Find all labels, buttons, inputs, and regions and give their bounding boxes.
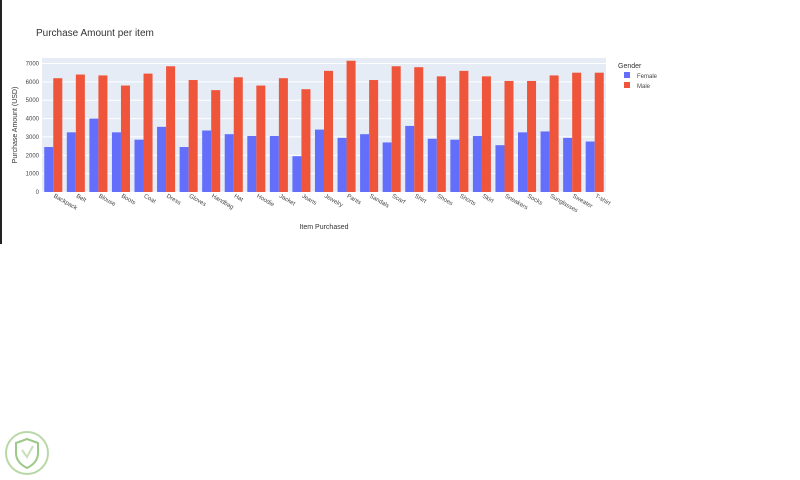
x-tick-label: Jewelry	[323, 194, 344, 209]
bar-male-sweater	[572, 72, 582, 192]
bar-male-boots	[120, 85, 130, 192]
bar-male-sneakers	[504, 80, 514, 192]
left-border-line	[0, 0, 2, 244]
x-tick-label: Gloves	[188, 194, 207, 209]
bar-female-jacket	[269, 136, 279, 192]
bar-female-sweater	[563, 137, 573, 192]
bar-male-shirt	[414, 67, 424, 192]
x-tick-label: Skirt	[481, 194, 495, 205]
bar-female-jeans	[292, 156, 302, 192]
bar-male-socks	[527, 80, 537, 192]
bar-male-gloves	[188, 80, 198, 192]
x-tick-label: Shorts	[458, 194, 476, 208]
x-tick-label: Sneakers	[503, 194, 528, 212]
bar-male-scarf	[391, 66, 401, 192]
bar-female-handbag	[202, 130, 212, 192]
bar-female-boots	[111, 132, 121, 192]
bar-female-jewelry	[314, 129, 324, 192]
bar-male-t-shirt	[594, 72, 604, 192]
y-tick-label: 7000	[26, 62, 40, 68]
bar-male-sandals	[369, 80, 379, 192]
bar-female-coat	[134, 139, 144, 192]
bar-female-gloves	[179, 147, 189, 192]
bar-female-blouse	[89, 118, 99, 192]
bar-female-pants	[337, 137, 347, 192]
bar-female-hat	[224, 134, 234, 192]
y-tick-label: 1000	[26, 172, 40, 178]
bar-male-pants	[346, 60, 356, 193]
bar-female-scarf	[382, 142, 392, 192]
bar-male-hoodie	[256, 85, 266, 192]
x-tick-label: Boots	[120, 194, 136, 207]
y-tick-label: 2000	[26, 153, 40, 159]
bar-female-t-shirt	[585, 141, 595, 192]
x-tick-label: Belt	[75, 194, 87, 205]
bar-female-backpack	[44, 147, 54, 192]
bar-female-shorts	[450, 139, 460, 192]
x-tick-label: Dress	[165, 194, 182, 207]
bar-male-blouse	[98, 75, 108, 192]
bar-female-dress	[157, 126, 167, 192]
bar-male-shorts	[459, 70, 469, 192]
legend: Gender Female Male	[618, 63, 658, 90]
bar-female-shoes	[427, 138, 437, 192]
bar-male-dress	[166, 66, 176, 192]
x-axis-label: Item Purchased	[299, 224, 348, 231]
y-tick-label: 0	[36, 190, 40, 196]
bar-female-hoodie	[247, 136, 257, 192]
bar-female-socks	[518, 132, 528, 192]
y-axis-label: Purchase Amount (USD)	[12, 87, 19, 164]
y-tick-labels: 0 1000 2000 3000 4000 5000 6000 7000	[26, 62, 40, 196]
legend-label-male: Male	[637, 84, 651, 90]
bars	[44, 60, 604, 193]
bar-male-jewelry	[324, 70, 334, 192]
bar-male-backpack	[53, 78, 63, 192]
x-tick-label: Hat	[233, 194, 244, 204]
legend-label-female: Female	[637, 74, 658, 80]
bar-female-belt	[66, 132, 76, 192]
x-tick-label: Sandals	[368, 194, 390, 210]
legend-title: Gender	[618, 63, 642, 70]
bar-male-skirt	[481, 76, 491, 192]
bar-female-sneakers	[495, 145, 505, 192]
x-tick-label: Socks	[526, 194, 543, 207]
y-tick-label: 4000	[26, 117, 40, 123]
watermark-logo	[5, 431, 49, 475]
x-tick-label: Backpack	[52, 194, 78, 213]
bar-female-sandals	[360, 134, 370, 192]
bar-male-jacket	[278, 78, 288, 192]
bar-male-sunglasses	[549, 75, 559, 192]
bar-male-hat	[233, 77, 243, 192]
legend-swatch-female	[624, 72, 630, 78]
bar-male-belt	[75, 74, 85, 192]
bar-female-shirt	[405, 125, 415, 192]
x-tick-label: Hoodie	[255, 194, 275, 209]
x-tick-label: Jeans	[300, 194, 317, 207]
bar-male-coat	[143, 73, 153, 192]
bar-female-sunglasses	[540, 131, 550, 192]
y-tick-label: 3000	[26, 135, 40, 141]
bar-male-shoes	[436, 76, 446, 192]
x-tick-label: Coat	[143, 194, 157, 206]
x-tick-label: Scarf	[391, 194, 406, 206]
bar-male-handbag	[211, 90, 221, 192]
bar-female-skirt	[472, 136, 482, 192]
y-tick-label: 6000	[26, 80, 40, 86]
x-tick-label: Jacket	[278, 194, 296, 208]
bar-male-jeans	[301, 89, 311, 192]
x-tick-label: Handbag	[210, 194, 234, 211]
x-tick-label: Shoes	[436, 194, 454, 208]
x-tick-label: Blouse	[97, 194, 116, 209]
x-tick-label: T-shirt	[594, 194, 612, 208]
chart-title: Purchase Amount per item	[36, 28, 154, 39]
legend-swatch-male	[624, 82, 630, 88]
x-tick-label: Shirt	[413, 194, 427, 206]
y-tick-label: 5000	[26, 98, 40, 104]
x-tick-label: Pants	[346, 194, 362, 207]
